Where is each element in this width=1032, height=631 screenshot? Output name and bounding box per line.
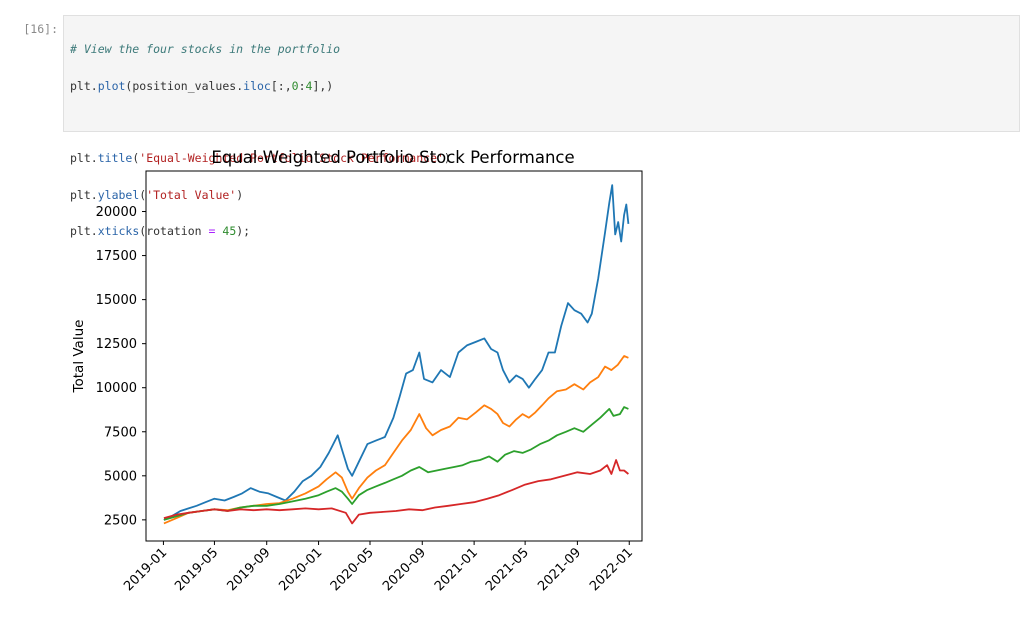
code-token: = [208, 224, 216, 239]
x-tick-label: 2020-09 [380, 545, 429, 594]
y-tick-label: 17500 [96, 249, 137, 264]
series-layer [163, 184, 630, 525]
code-token: 4 [305, 78, 313, 93]
code-token: plt [70, 151, 91, 166]
cell-prompt: [16]: [23, 22, 58, 36]
code-cell-input[interactable]: # View the four stocks in the portfolio … [63, 15, 1020, 238]
code-token: xticks [97, 224, 140, 239]
code-token: ],) [312, 78, 334, 93]
x-tick-label: 2021-01 [432, 545, 481, 594]
series-line-3 [163, 406, 629, 521]
code-line-2: plt.plot(position_values.iloc[:,0:4],) [70, 77, 1019, 95]
x-tick-label: 2021-05 [483, 545, 532, 594]
code-token: . [90, 224, 98, 239]
y-tick-label: 2500 [104, 513, 137, 528]
code-token: ) [443, 151, 451, 166]
code-token: ( [139, 187, 147, 202]
x-tick-label: 2020-01 [276, 545, 325, 594]
code-line-3 [70, 113, 1019, 131]
y-tick-label: 10000 [96, 381, 137, 396]
chart-title: Equal-Weighted Portfolio Stock Performan… [211, 148, 574, 167]
code-token: . [90, 187, 98, 202]
plot-frame [145, 170, 643, 542]
code-token: (position_values [125, 78, 237, 93]
series-line-1 [163, 184, 630, 521]
y-tick-label: 12500 [96, 337, 137, 352]
cell-output: Equal-Weighted Portfolio Stock Performan… [63, 140, 703, 631]
code-line-1: # View the four stocks in the portfolio [70, 40, 1019, 58]
y-axis-label: Total Value [71, 320, 87, 394]
code-comment: # View the four stocks in the portfolio [70, 42, 341, 57]
code-line-6: plt.xticks(rotation = 45); [70, 222, 1019, 240]
code-token: . [236, 78, 244, 93]
code-token: 'Equal-Weighted Portfolio Stock Performa… [139, 151, 444, 166]
series-line-2 [163, 355, 629, 525]
code-token: 45 [222, 224, 237, 239]
y-tick-label: 5000 [104, 469, 137, 484]
x-tick-label: 2022-01 [587, 545, 636, 594]
code-token: plt [70, 224, 91, 239]
x-tick-label: 2019-09 [225, 545, 274, 594]
code-token: 'Total Value' [146, 187, 237, 202]
code-token: ) [236, 187, 244, 202]
x-axis: 2019-01 2019-05 2019-09 2020-01 2020-05 2020-… [121, 541, 636, 594]
x-tick-label: 2019-01 [121, 545, 170, 594]
code-token: : [298, 78, 306, 93]
y-axis: 2500 5000 7500 10000 12500 15000 17500 20000 [96, 205, 146, 528]
code-token: [:, [270, 78, 292, 93]
code-token: title [97, 151, 133, 166]
series-line-4 [163, 459, 629, 525]
y-tick-label: 15000 [96, 293, 137, 308]
line-chart: Equal-Weighted Portfolio Stock Performan… [71, 148, 643, 594]
y-tick-label: 20000 [96, 205, 137, 220]
code-token: plt [70, 187, 91, 202]
code-token: plt [70, 78, 91, 93]
code-token: ylabel [97, 187, 140, 202]
x-tick-label: 2021-09 [535, 545, 584, 594]
code-token: iloc [243, 78, 271, 93]
code-line-5: plt.ylabel('Total Value') [70, 186, 1019, 204]
code-token: . [90, 151, 98, 166]
code-token: 0 [291, 78, 299, 93]
code-token: plot [97, 78, 126, 93]
x-tick-label: 2020-05 [328, 545, 377, 594]
code-line-4: plt.title('Equal-Weighted Portfolio Stoc… [70, 149, 1019, 167]
x-tick-label: 2019-05 [172, 545, 221, 594]
y-tick-label: 7500 [104, 425, 137, 440]
code-token: . [90, 78, 98, 93]
code-token: ( [132, 151, 140, 166]
code-token: (rotation [139, 224, 209, 239]
code-token: ); [236, 224, 251, 239]
